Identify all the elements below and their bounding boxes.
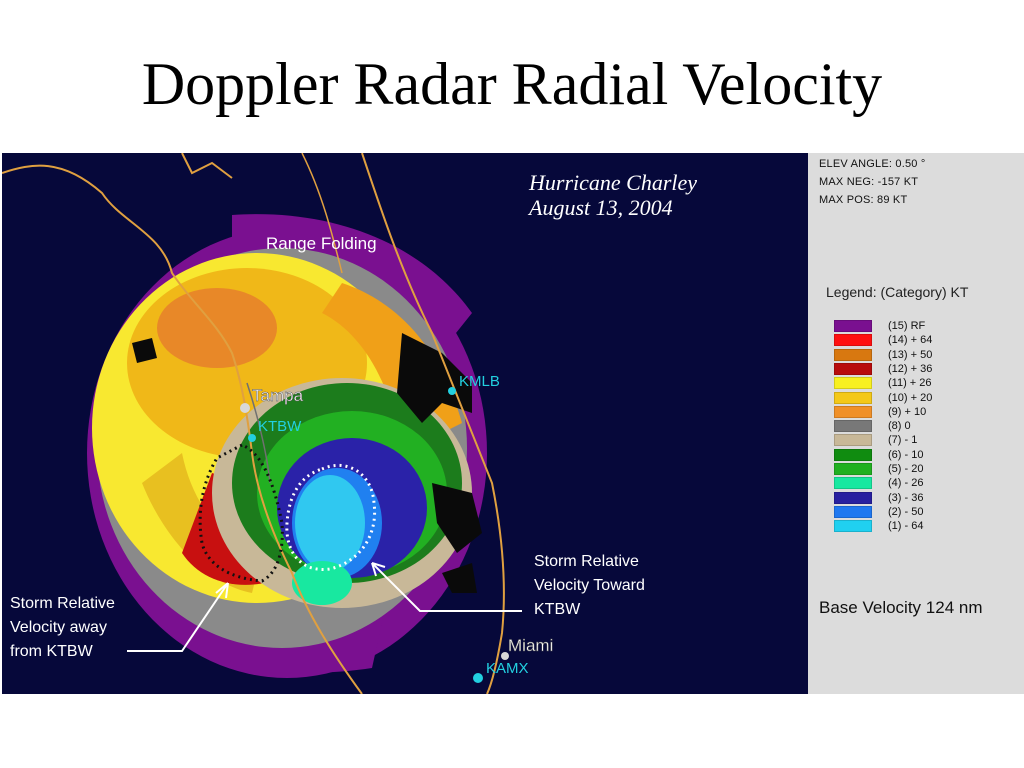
legend-item: (6) - 10 (834, 448, 923, 462)
kamx-label: KAMX (486, 660, 529, 677)
legend-swatch (834, 391, 872, 404)
legend-panel: ELEV ANGLE: 0.50 ° MAX NEG: -157 KT MAX … (808, 153, 1024, 694)
toward-region-outline (285, 463, 377, 571)
annotation-away: Storm Relative Velocity away from KTBW (10, 595, 115, 660)
legend-item: (3) - 36 (834, 491, 923, 505)
tampa-marker (240, 403, 250, 413)
annotation-toward: Storm Relative Velocity Toward KTBW (534, 553, 645, 618)
legend-item: (13) + 50 (834, 348, 932, 362)
ktbw-label: KTBW (258, 418, 302, 435)
legend-item: (9) + 10 (834, 405, 926, 419)
legend-swatch (834, 463, 872, 475)
max-pos: MAX POS: 89 KT (819, 194, 908, 206)
legend-swatch (834, 377, 872, 390)
legend-label: (10) + 20 (888, 391, 933, 404)
legend-label: (6) - 10 (888, 448, 924, 461)
annotation-away-line-2: Velocity away (10, 619, 107, 636)
storm-name: Hurricane Charley (528, 170, 697, 195)
annotation-away-line-3: from KTBW (10, 643, 94, 660)
legend-label: (14) + 64 (888, 334, 933, 347)
legend-swatch (834, 520, 872, 533)
radar-map: Hurricane Charley August 13, 2004 Range … (2, 153, 808, 694)
legend-swatch (834, 477, 872, 490)
miami-marker (501, 652, 509, 660)
legend-swatch (834, 448, 872, 461)
legend-label: (1) - 64 (888, 520, 924, 533)
legend-label: (15) RF (888, 320, 926, 332)
annotation-toward-line-3: KTBW (534, 601, 581, 618)
radar-image: Hurricane Charley August 13, 2004 Range … (2, 153, 697, 694)
away-region-outline (198, 443, 284, 583)
legend-label: (12) + 36 (888, 362, 933, 375)
legend-item: (12) + 36 (834, 362, 932, 376)
annotation-arrow-away (127, 582, 229, 652)
legend-swatch (834, 334, 872, 347)
ktbw-marker (248, 434, 256, 442)
legend-label: (7) - 1 (888, 434, 918, 447)
legend-item: (7) - 1 (834, 433, 917, 447)
kmlb-label: KMLB (459, 373, 500, 390)
annotation-arrow-toward (371, 562, 522, 612)
miami-label: Miami (508, 636, 553, 655)
annotation-away-line-1: Storm Relative (10, 595, 115, 612)
elev-angle: ELEV ANGLE: 0.50 ° (819, 158, 926, 170)
legend-item: (8) 0 (834, 419, 911, 433)
legend-swatch (834, 491, 872, 504)
legend-item: (10) + 20 (834, 391, 932, 405)
slide-title: Doppler Radar Radial Velocity (141, 51, 883, 117)
legend-label: (4) - 26 (888, 477, 924, 490)
legend-swatch (834, 420, 872, 433)
legend-swatch (834, 320, 872, 332)
legend-swatch (834, 405, 872, 418)
kmlb-marker (448, 387, 456, 395)
legend-label: (11) + 26 (888, 377, 932, 390)
legend-item: (1) - 64 (834, 519, 923, 533)
legend-swatch (834, 505, 872, 518)
legend-item: (15) RF (834, 319, 925, 333)
legend-item: (5) - 20 (834, 462, 923, 476)
legend-swatch (834, 348, 872, 361)
annotation-toward-line-2: Velocity Toward (534, 577, 645, 594)
legend-label: (2) - 50 (888, 505, 924, 518)
legend-swatch (834, 434, 872, 447)
legend-label: (9) + 10 (888, 405, 927, 418)
velocity-field (92, 248, 482, 648)
legend-item: (14) + 64 (834, 333, 932, 347)
legend-label: (3) - 36 (888, 491, 924, 504)
legend-label: (5) - 20 (888, 463, 924, 475)
range-folding-label: Range Folding (266, 234, 377, 253)
kamx-marker (473, 673, 483, 683)
coastline (2, 153, 505, 694)
base-velocity: Base Velocity 124 nm (819, 598, 983, 617)
annotation-toward-line-1: Storm Relative (534, 553, 639, 570)
legend-item: (11) + 26 (834, 376, 932, 390)
tampa-label: Tampa (252, 386, 304, 405)
legend-swatch (834, 362, 872, 375)
legend-title: Legend: (Category) KT (826, 284, 969, 300)
legend-item: (4) - 26 (834, 476, 923, 490)
storm-date: August 13, 2004 (527, 195, 673, 220)
max-neg: MAX NEG: -157 KT (819, 176, 919, 188)
legend-label: (8) 0 (888, 420, 911, 433)
legend-item: (2) - 50 (834, 505, 923, 519)
legend-label: (13) + 50 (888, 348, 933, 361)
